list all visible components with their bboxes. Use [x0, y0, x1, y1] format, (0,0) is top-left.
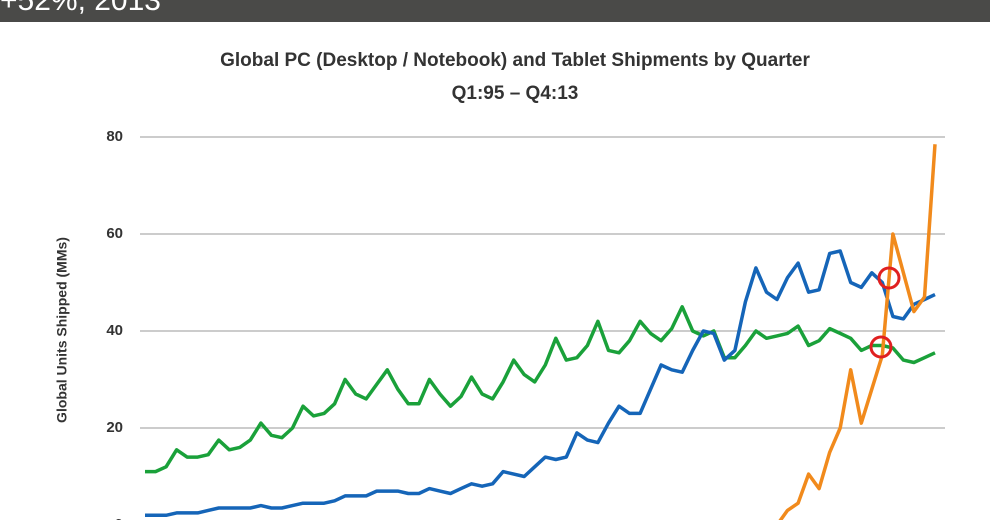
chart-title: Global PC (Desktop / Notebook) and Table… [220, 50, 810, 71]
chart-subtitle: Q1:95 – Q4:13 [452, 83, 579, 104]
plot-area: 0 20 40 60 80 [106, 128, 945, 520]
y-tick-label: 20 [106, 419, 123, 436]
header-bar [0, 0, 990, 22]
highlight-circle [869, 335, 893, 359]
y-tick-label: 60 [106, 225, 123, 242]
series-line [778, 144, 937, 520]
y-axis-label: Global Units Shipped (MMs) [54, 237, 70, 423]
y-tick-label: 80 [106, 128, 123, 145]
series-line [145, 305, 936, 474]
header-text: +52%, 2013 [0, 0, 161, 17]
y-tick-label: 0 [115, 516, 123, 520]
y-tick-label: 40 [106, 322, 123, 339]
highlight-circle [877, 266, 901, 290]
series-line [145, 249, 936, 518]
